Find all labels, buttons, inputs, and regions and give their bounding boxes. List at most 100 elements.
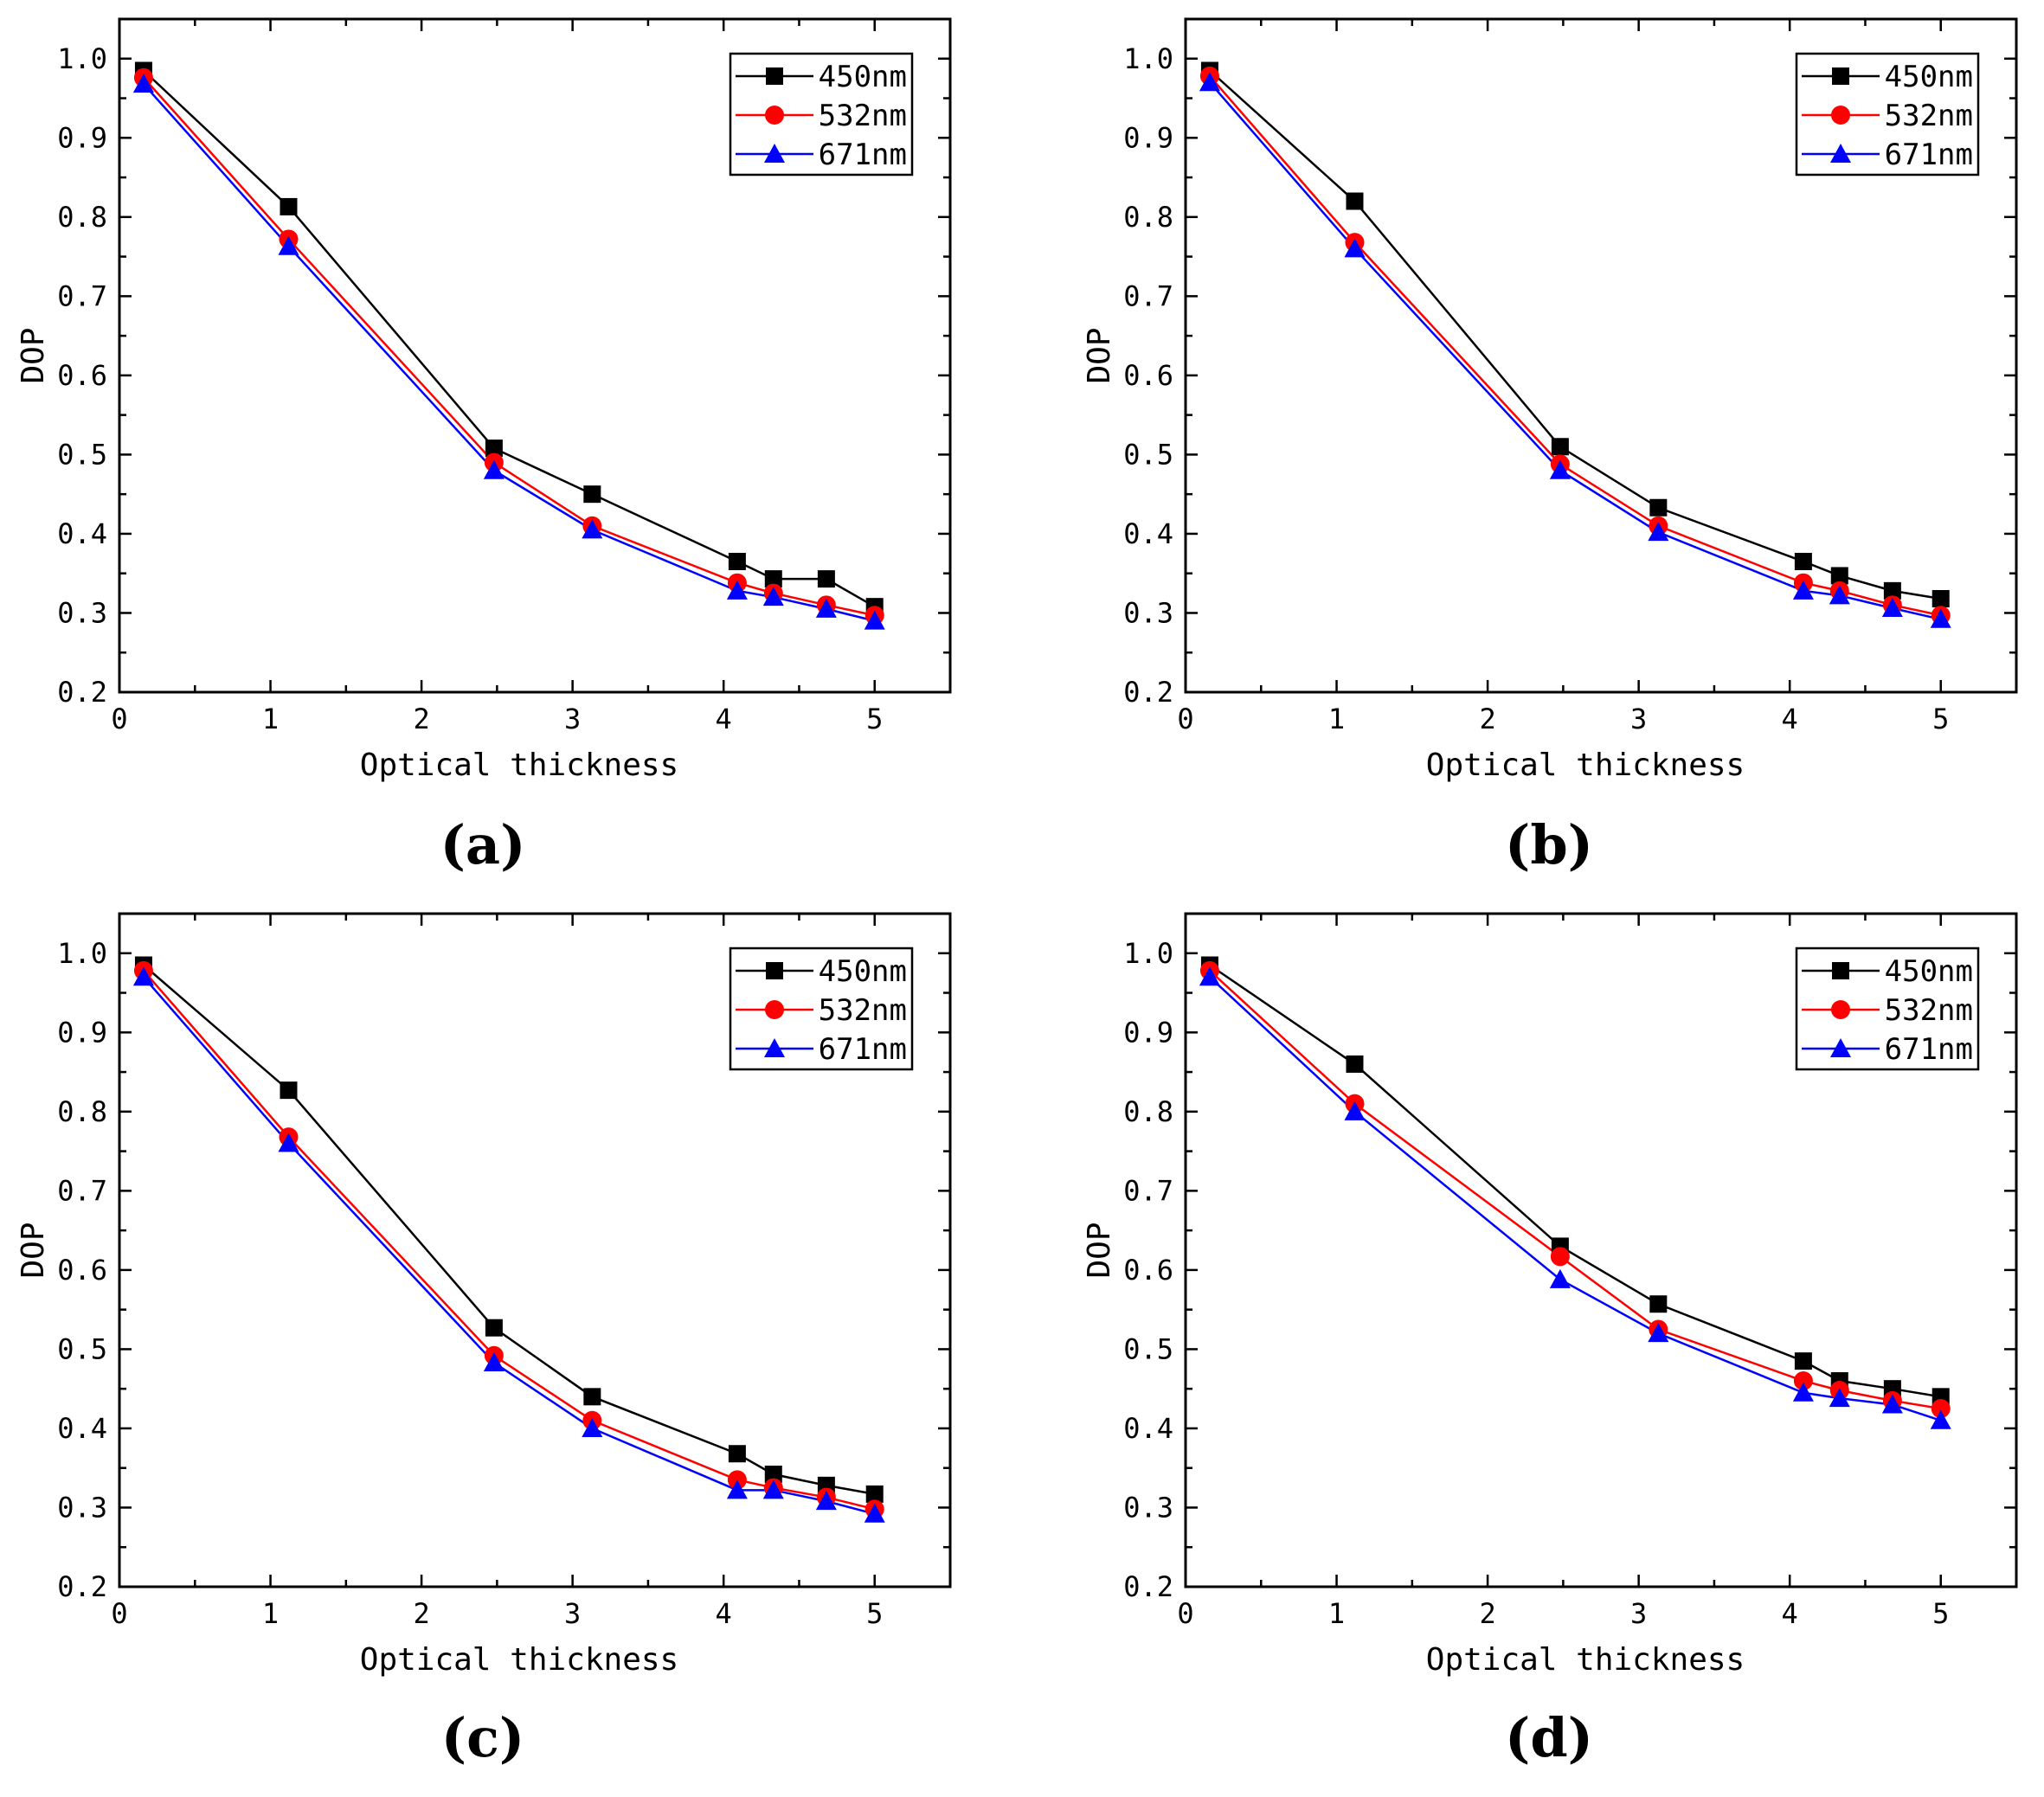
x-tick-label: 4 [1782,703,1798,735]
y-tick-label: 0.9 [1123,121,1173,154]
panel-label-c: (c) [441,1706,524,1769]
data-point-671nm [278,235,299,255]
x-axis-title: Optical thickness [1426,1642,1745,1678]
data-point-671nm [582,1417,603,1437]
data-point-532nm [1550,1247,1570,1267]
panel-label-b: (b) [1505,813,1593,876]
data-point-671nm [864,1503,885,1523]
y-tick-label: 1.0 [57,937,107,970]
data-point-671nm [762,587,784,606]
legend-marker-532nm [1831,1000,1850,1019]
legend-marker-450nm [1832,962,1849,979]
y-tick-label: 0.8 [57,1095,107,1128]
data-point-671nm [132,74,154,93]
data-point-450nm [1346,192,1364,210]
legend-label-671nm: 671nm [819,1032,907,1067]
panel-label-a: (a) [440,813,526,876]
y-axis-title: DOP [1082,1222,1117,1278]
y-tick-label: 0.4 [57,1412,107,1445]
y-tick-label: 0.4 [1123,517,1173,550]
data-point-450nm [728,552,746,570]
data-point-671nm [278,1133,299,1152]
y-tick-label: 0.6 [1123,1254,1173,1287]
data-point-532nm [1931,1399,1951,1419]
y-tick-label: 0.3 [57,1491,107,1524]
x-tick-label: 2 [1479,703,1495,735]
data-point-671nm [864,610,885,630]
legend-label-671nm: 671nm [819,138,907,172]
x-tick-label: 0 [111,1597,127,1630]
data-point-671nm [1829,1388,1850,1408]
y-tick-label: 0.3 [1123,1491,1173,1524]
data-point-671nm [1792,580,1814,600]
data-point-671nm [1199,72,1220,92]
y-tick-label: 0.5 [1123,438,1173,471]
legend-label-532nm: 532nm [1885,993,1973,1028]
data-point-671nm [815,598,837,618]
data-point-671nm [483,459,505,479]
plot-frame [1184,912,2018,1588]
x-tick-label: 4 [716,1597,732,1630]
y-tick-label: 1.0 [57,42,107,75]
data-point-671nm [815,1491,837,1511]
y-tick-label: 0.8 [57,201,107,234]
x-tick-label: 1 [262,1597,279,1630]
panel-label-d: (d) [1505,1706,1593,1769]
legend-marker-450nm [1832,67,1849,85]
x-tick-label: 4 [716,703,732,735]
chart-panel-c: 0 1 2 3 4 5 0.2 0.3 0.4 0.5 0.6 0.7 0.8 0.9 1.0 Optical… [16,912,952,1769]
data-point-671nm [1648,1323,1669,1343]
data-point-671nm [1199,966,1220,986]
y-tick-label: 1.0 [1123,42,1173,75]
x-tick-label: 1 [1328,703,1345,735]
data-point-671nm [1344,238,1366,258]
y-axis-title: DOP [16,1222,51,1278]
data-point-450nm [817,570,835,588]
data-point-450nm [1649,1295,1668,1313]
data-point-671nm [726,1479,748,1499]
data-point-450nm [865,1485,884,1503]
x-tick-label: 5 [866,703,883,735]
legend-label-450nm: 450nm [1885,954,1973,989]
data-point-532nm [1793,1371,1813,1391]
legend-label-671nm: 671nm [1885,138,1973,172]
data-point-450nm [1346,1055,1364,1073]
series-line-450nm [143,964,875,1496]
y-tick-label: 0.7 [57,1174,107,1207]
y-tick-label: 0.6 [57,1254,107,1287]
data-point-450nm [764,570,782,588]
x-tick-label: 4 [1782,1597,1798,1630]
legend-marker-671nm [1830,1038,1851,1057]
x-axis-title: Optical thickness [360,1642,678,1678]
x-tick-label: 0 [1177,1597,1193,1630]
legend-label-671nm: 671nm [1885,1032,1973,1067]
x-tick-label: 0 [111,703,127,735]
y-tick-label: 0.9 [57,1016,107,1049]
data-point-450nm [764,1466,782,1484]
y-tick-label: 0.4 [57,517,107,550]
y-axis-title: DOP [16,327,51,383]
x-tick-label: 1 [1328,1597,1345,1630]
y-tick-label: 0.5 [57,1332,107,1365]
data-point-450nm [583,485,601,504]
series-line-450nm [1209,69,1941,600]
y-tick-label: 0.2 [1123,676,1173,709]
y-tick-label: 0.3 [57,596,107,629]
data-point-671nm [726,580,748,600]
data-point-450nm [485,1319,503,1337]
data-point-450nm [1551,438,1569,456]
y-tick-label: 0.2 [57,1570,107,1603]
legend-marker-532nm [1831,106,1850,125]
data-point-450nm [280,1081,298,1100]
data-point-671nm [1930,608,1951,628]
data-point-450nm [1883,581,1901,600]
legend-marker-671nm [764,144,785,163]
data-point-450nm [583,1388,601,1406]
data-point-671nm [483,1351,505,1371]
series-line-450nm [143,69,876,608]
y-tick-label: 0.3 [1123,596,1173,629]
data-point-671nm [1344,1101,1366,1120]
legend-marker-450nm [766,962,783,979]
x-tick-label: 5 [866,1597,883,1630]
